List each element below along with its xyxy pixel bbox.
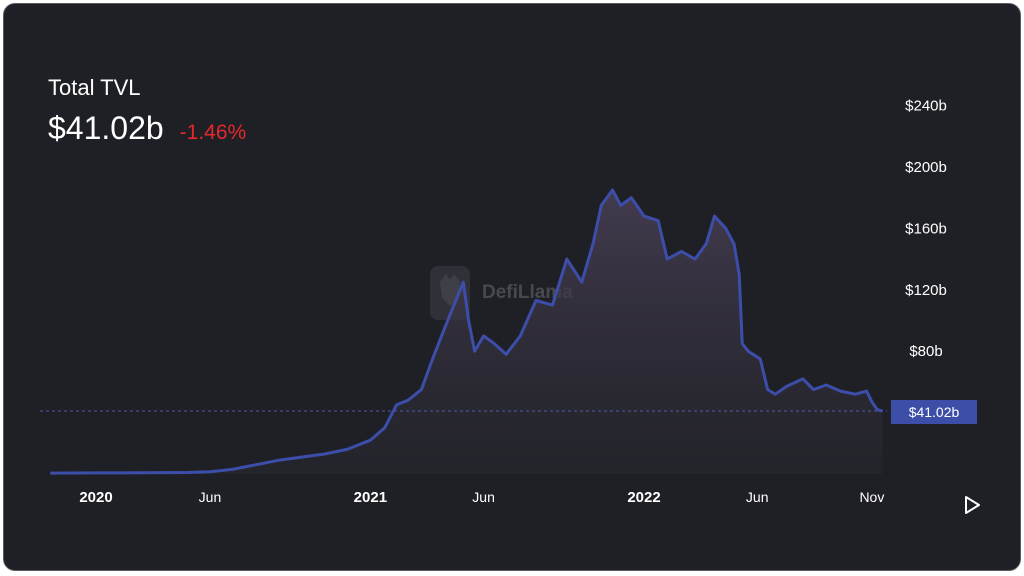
x-tick-label: 2020 xyxy=(79,489,112,506)
x-tick-label: Nov xyxy=(859,489,884,505)
watermark-text: DefiLlama xyxy=(482,282,573,303)
tvl-area xyxy=(50,190,883,474)
x-tick-label: Jun xyxy=(746,489,769,505)
y-tick-label: $160b xyxy=(905,220,947,237)
x-tick-label: 2022 xyxy=(627,489,660,506)
tvl-value: $41.02b xyxy=(48,110,164,146)
play-icon xyxy=(965,496,980,514)
x-tick-label: Jun xyxy=(199,489,222,505)
chart-title: Total TVL xyxy=(48,75,141,100)
tvl-chart-card: Total TVL $41.02b -1.46% DefiLlama $41.0… xyxy=(3,3,1021,571)
y-tick-label: $80b xyxy=(909,343,942,360)
tvl-value-row: $41.02b -1.46% xyxy=(48,108,246,148)
y-tick-label: $240b xyxy=(905,98,947,115)
current-value-badge: $41.02b xyxy=(891,400,977,424)
x-tick-label: 2021 xyxy=(354,489,387,506)
x-tick-label: Jun xyxy=(472,489,495,505)
tvl-series-line xyxy=(50,188,883,475)
play-button[interactable] xyxy=(959,492,985,518)
tvl-header: Total TVL $41.02b -1.46% xyxy=(48,74,246,148)
y-tick-label: $200b xyxy=(905,159,947,176)
y-tick-label: $120b xyxy=(905,282,947,299)
tvl-change: -1.46% xyxy=(179,121,247,144)
